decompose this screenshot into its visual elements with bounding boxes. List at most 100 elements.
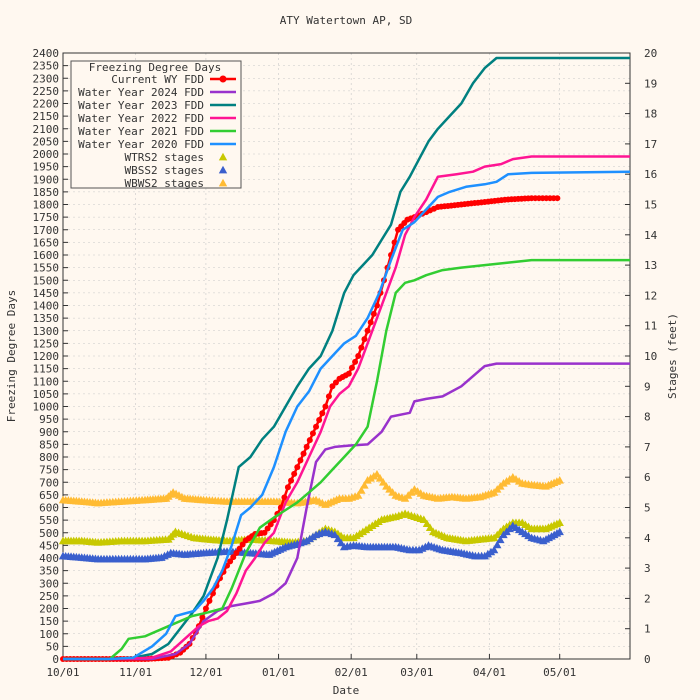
current-wy-fdd-point: [297, 457, 304, 464]
legend-swatch-wbss2-stages: [218, 165, 228, 174]
y-tick-label: 650: [39, 489, 59, 502]
y-tick-label: 450: [39, 539, 59, 552]
current-wy-fdd-point: [355, 353, 362, 359]
y2-tick-label: 7: [644, 441, 651, 454]
y2-tick-label: 15: [644, 199, 657, 212]
chart-title: ATY Watertown AP, SD: [280, 14, 412, 27]
current-wy-fdd-point: [367, 319, 374, 326]
y-tick-label: 850: [39, 438, 59, 451]
current-wy-fdd-point: [348, 364, 355, 371]
y-tick-label: 2100: [33, 123, 60, 136]
y2-tick-label: 12: [644, 289, 657, 302]
y-tick-label: 1250: [33, 337, 60, 350]
current-wy-fdd-point: [364, 327, 371, 334]
current-wy-fdd-point: [358, 344, 365, 351]
wbws2-stages-point: [354, 491, 363, 499]
wbss2-stages-point: [493, 540, 502, 549]
y2-tick-label: 8: [644, 411, 651, 424]
current-wy-fdd-point: [370, 310, 377, 317]
x-tick-label: 11/01: [119, 666, 152, 679]
y-tick-label: 2000: [33, 148, 60, 161]
y-axis-label: Freezing Degree Days: [5, 290, 18, 422]
current-wy-fdd-point: [288, 477, 295, 484]
wtrs2-stages-point: [422, 519, 432, 528]
y2-tick-label: 16: [644, 168, 657, 181]
wbws2-stages-point: [375, 474, 385, 482]
y-tick-label: 800: [39, 451, 59, 464]
current-wy-fdd-point: [264, 525, 271, 532]
current-wy-fdd-point: [202, 605, 209, 612]
wbss2-stages-point: [336, 538, 346, 547]
y-tick-label: 1550: [33, 262, 60, 275]
legend-title: Freezing Degree Days: [89, 61, 221, 74]
y2-tick-label: 17: [644, 138, 657, 151]
legend-swatch-wtrs2-stages: [218, 152, 228, 161]
y-tick-label: 1450: [33, 287, 60, 300]
y2-axis-label: Stages (feet): [666, 313, 679, 399]
legend-label-water-year-2023-fdd: Water Year 2023 FDD: [78, 99, 204, 112]
y-tick-label: 1850: [33, 186, 60, 199]
water-year-2024-fdd-line: [63, 362, 630, 661]
legend-label-water-year-2020-fdd: Water Year 2020 FDD: [78, 138, 204, 151]
current-wy-fdd-point: [300, 450, 307, 457]
y-tick-label: 1800: [33, 199, 60, 212]
legend-label-water-year-2024-fdd: Water Year 2024 FDD: [78, 86, 204, 99]
x-tick-label: 05/01: [543, 666, 576, 679]
wbws2-stages-point: [555, 476, 564, 484]
y-tick-label: 150: [39, 615, 59, 628]
legend-label-wtrs2-stages: WTRS2 stages: [125, 151, 204, 164]
y2-tick-label: 14: [644, 229, 658, 242]
wbss2-stages-point: [489, 545, 499, 554]
y-tick-label: 500: [39, 527, 59, 540]
current-wy-fdd-point: [319, 410, 326, 417]
x-tick-label: 10/01: [46, 666, 79, 679]
x-axis-label: Date: [333, 684, 360, 697]
y2-tick-label: 2: [644, 592, 651, 605]
y-tick-label: 1150: [33, 363, 60, 376]
water-year-2022-fdd-line: [63, 155, 630, 661]
current-wy-fdd-point: [322, 403, 329, 410]
y2-tick-label: 9: [644, 380, 651, 393]
current-wy-fdd-point: [554, 195, 561, 202]
y-tick-label: 0: [52, 653, 59, 666]
current-wy-fdd-point: [329, 383, 336, 390]
current-wy-fdd-point: [316, 416, 323, 423]
y-tick-label: 2300: [33, 72, 60, 85]
y-tick-label: 1500: [33, 274, 60, 287]
y-tick-label: 1900: [33, 173, 60, 186]
y-tick-label: 100: [39, 628, 59, 641]
y2-tick-label: 18: [644, 108, 657, 121]
current-wy-fdd-point: [303, 443, 310, 450]
y-tick-label: 2150: [33, 110, 60, 123]
x-tick-label: 03/01: [400, 666, 433, 679]
y2-tick-label: 6: [644, 471, 651, 484]
legend-box: [70, 60, 242, 189]
current-wy-fdd-point: [281, 494, 288, 501]
y-tick-label: 300: [39, 577, 59, 590]
y2-tick-label: 4: [644, 532, 651, 545]
current-wy-fdd-line: [63, 196, 558, 661]
current-wy-fdd-point: [239, 541, 246, 548]
legend-label-water-year-2022-fdd: Water Year 2022 FDD: [78, 112, 204, 125]
current-wy-fdd-point: [309, 430, 316, 437]
current-wy-fdd-point: [361, 336, 368, 343]
y-tick-label: 50: [46, 640, 59, 653]
current-wy-fdd-point: [345, 370, 352, 377]
current-wy-fdd-point: [325, 393, 332, 400]
legend-label-wbws2-stages: WBWS2 stages: [125, 177, 204, 190]
wbws2-stages-point: [372, 469, 382, 478]
wbss2-stages-point: [330, 530, 339, 539]
y-tick-label: 250: [39, 590, 59, 603]
current-wy-fdd-point: [306, 437, 313, 444]
y-tick-label: 1300: [33, 325, 60, 338]
wbws2-stages-point: [360, 481, 369, 489]
wtrs2-stages-point: [425, 523, 435, 532]
x-tick-label: 04/01: [473, 666, 506, 679]
current-wy-fdd-point: [261, 529, 268, 536]
y-tick-label: 400: [39, 552, 59, 565]
current-wy-fdd-point: [230, 554, 237, 561]
current-wy-fdd-point: [291, 470, 298, 477]
y2-tick-label: 5: [644, 502, 651, 515]
y2-tick-label: 0: [644, 653, 651, 666]
water-year-2021-fdd-line: [63, 258, 630, 661]
